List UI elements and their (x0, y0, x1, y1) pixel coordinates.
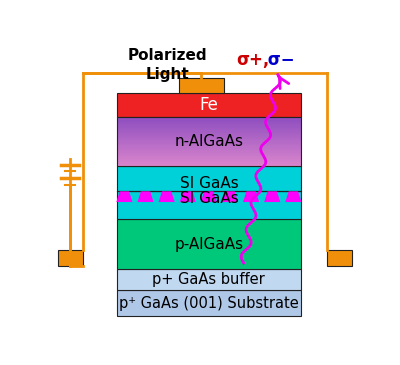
Bar (117, 152, 301, 154)
Bar (117, 138, 301, 139)
Bar (117, 191, 301, 219)
Bar (117, 141, 301, 143)
Bar (117, 119, 301, 120)
Polygon shape (180, 191, 196, 202)
Bar (117, 136, 301, 138)
Bar (117, 146, 301, 147)
Bar (117, 151, 301, 153)
Text: SI GaAs: SI GaAs (180, 176, 238, 191)
Polygon shape (138, 191, 154, 202)
Bar (117, 118, 301, 119)
Bar (117, 158, 301, 160)
Bar (117, 135, 301, 137)
Bar (117, 117, 301, 166)
Bar (117, 161, 301, 162)
Polygon shape (222, 191, 238, 202)
Bar (117, 124, 301, 126)
Text: p+ GaAs buffer: p+ GaAs buffer (152, 272, 265, 287)
Bar (117, 144, 301, 145)
Bar (117, 153, 301, 155)
Text: σ−: σ− (262, 51, 295, 69)
Bar (117, 130, 301, 132)
Bar (117, 131, 301, 133)
Bar (117, 147, 301, 149)
Text: σ+,: σ+, (236, 51, 269, 69)
Polygon shape (243, 191, 259, 202)
Bar (117, 162, 301, 164)
Bar (117, 166, 301, 191)
Bar (117, 132, 301, 134)
Bar (117, 140, 301, 142)
Text: SI GaAs: SI GaAs (180, 191, 238, 206)
Polygon shape (264, 191, 280, 202)
Bar (117, 145, 301, 146)
Bar (117, 157, 301, 159)
Bar (117, 93, 301, 117)
Bar (117, 122, 301, 123)
Text: Polarized
Light: Polarized Light (128, 48, 208, 82)
Bar (117, 139, 301, 140)
Bar (117, 120, 301, 122)
Bar (117, 160, 301, 161)
Bar (117, 290, 301, 316)
Bar (179, 77, 224, 93)
Bar (117, 165, 301, 166)
Bar (117, 134, 301, 135)
Bar (117, 126, 301, 128)
Bar (117, 128, 301, 129)
Bar (117, 142, 301, 144)
Bar (117, 156, 301, 157)
Bar (117, 116, 301, 118)
Bar (117, 149, 301, 150)
Polygon shape (285, 191, 302, 202)
Text: p⁺ GaAs (001) Substrate: p⁺ GaAs (001) Substrate (119, 296, 299, 311)
Bar (117, 123, 301, 124)
Polygon shape (158, 191, 175, 202)
Bar (117, 129, 301, 130)
Bar (117, 155, 301, 156)
Text: Fe: Fe (200, 96, 218, 114)
Bar (328, 250, 352, 266)
Bar (117, 125, 301, 127)
Bar (58, 250, 82, 266)
Polygon shape (116, 191, 132, 202)
Bar (117, 269, 301, 290)
Text: p-AlGaAs: p-AlGaAs (174, 237, 244, 251)
Polygon shape (201, 191, 217, 202)
Bar (117, 150, 301, 151)
Bar (117, 219, 301, 269)
Bar (117, 163, 301, 165)
Text: n-AlGaAs: n-AlGaAs (174, 134, 243, 149)
